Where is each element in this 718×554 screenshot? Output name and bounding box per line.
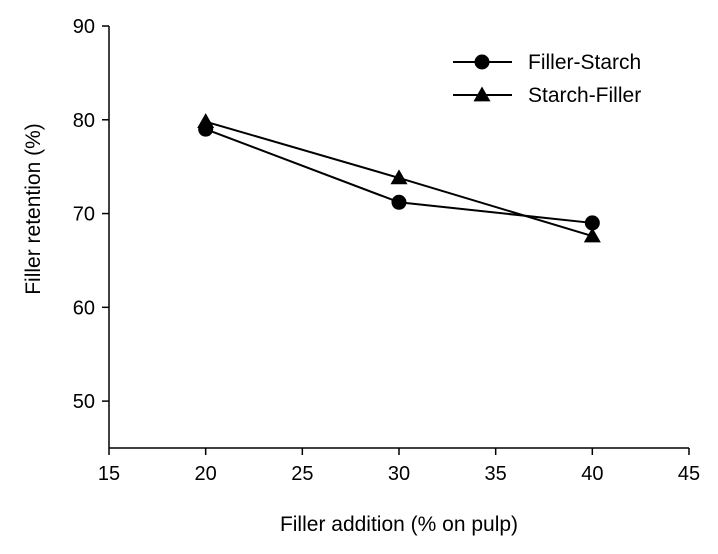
legend-triangle-marker xyxy=(473,86,491,102)
y-tick-label: 60 xyxy=(73,297,95,319)
x-tick-label: 20 xyxy=(195,463,217,485)
x-tick-label: 30 xyxy=(388,463,410,485)
data-point xyxy=(391,194,407,210)
legend-label: Starch-Filler xyxy=(528,84,641,107)
legend-item: Filler-Starch xyxy=(453,51,641,74)
data-point xyxy=(584,215,600,231)
y-tick-label: 50 xyxy=(73,391,95,413)
y-axis-ticks: 50 60 70 80 90 xyxy=(73,16,109,413)
data-point xyxy=(197,113,215,129)
series-2 xyxy=(197,113,601,243)
legend-item: Starch-Filler xyxy=(453,84,641,107)
x-tick-label: 15 xyxy=(98,463,120,485)
y-tick-label: 90 xyxy=(73,16,95,38)
x-tick-label: 40 xyxy=(581,463,603,485)
x-tick-label: 25 xyxy=(291,463,313,485)
x-axis-ticks: 15 20 25 30 35 40 45 xyxy=(98,448,700,485)
y-tick-label: 70 xyxy=(73,204,95,226)
legend-circle-marker xyxy=(474,54,490,70)
y-axis-title: Filler retention (%) xyxy=(22,123,45,295)
y-tick-label: 80 xyxy=(73,110,95,132)
legend: Filler-Starch Starch-Filler xyxy=(453,51,641,107)
data-point xyxy=(583,227,601,243)
legend-label: Filler-Starch xyxy=(528,51,641,74)
data-point xyxy=(390,169,408,185)
series-layer xyxy=(197,113,601,243)
x-tick-label: 35 xyxy=(485,463,507,485)
x-axis-title: Filler addition (% on pulp) xyxy=(280,513,518,536)
x-tick-label: 45 xyxy=(678,463,700,485)
